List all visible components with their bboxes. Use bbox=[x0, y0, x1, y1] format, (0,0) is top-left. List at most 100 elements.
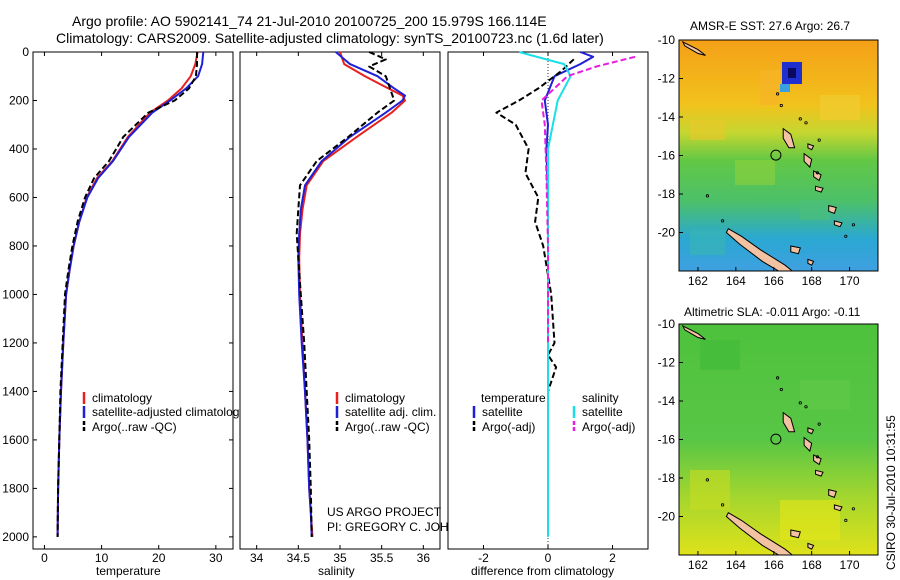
land-polygon bbox=[790, 245, 801, 255]
map-y-tick-label: -10 bbox=[658, 33, 676, 47]
islet bbox=[851, 223, 856, 227]
sst-patch bbox=[820, 95, 860, 120]
islet bbox=[804, 405, 808, 409]
islet bbox=[720, 503, 725, 507]
difference-panel: -2 0 2 difference from climatology tempera… bbox=[447, 51, 649, 578]
y-tick-label: 1400 bbox=[2, 384, 29, 398]
islet bbox=[705, 194, 710, 198]
temperature-axis-ticks: 0 10 20 30 bbox=[41, 52, 223, 565]
sst-patch bbox=[760, 70, 780, 105]
sla-patch bbox=[780, 500, 840, 540]
x-tick-label: 0 bbox=[545, 551, 552, 565]
map-x-tick-label: 166 bbox=[764, 274, 784, 288]
map-y-tick-label: -10 bbox=[658, 317, 676, 331]
sst-map-title: AMSR-E SST: 27.6 Argo: 26.7 bbox=[690, 19, 850, 33]
difference-legend: temperature satellite Argo(-adj) salinit… bbox=[472, 391, 635, 434]
difference-xlabel: difference from climatology bbox=[471, 564, 614, 578]
islet bbox=[844, 234, 848, 238]
timestamp-label: CSIRO 30-Jul-2010 10:31:55 bbox=[884, 415, 898, 570]
land-polygon bbox=[790, 529, 801, 539]
sla-map-ticks: 162 164 166 168 170 -10 -12 -14 -16 -18 -20 bbox=[658, 317, 860, 572]
argo-position-marker bbox=[770, 433, 782, 445]
land-polygon bbox=[725, 511, 794, 555]
legend-satellite-label: satellite adj. clim. bbox=[345, 405, 436, 419]
legend-temp-satellite-label: satellite bbox=[482, 405, 523, 419]
islet bbox=[817, 422, 821, 426]
legend-sal-argo-label: Argo(-adj) bbox=[582, 420, 635, 434]
map-x-tick-label: 170 bbox=[840, 274, 860, 288]
legend-temp-argo-label: Argo(-adj) bbox=[482, 420, 535, 434]
legend-sal-satellite-label: satellite bbox=[582, 405, 623, 419]
land-polygon bbox=[803, 436, 813, 453]
sst-patch bbox=[800, 200, 830, 220]
islet bbox=[705, 478, 710, 482]
islet bbox=[798, 117, 802, 121]
islet bbox=[815, 455, 820, 459]
sla-patch bbox=[700, 340, 740, 370]
islet bbox=[817, 138, 821, 142]
map-x-tick-label: 170 bbox=[840, 558, 860, 572]
map-y-tick-label: -14 bbox=[658, 110, 676, 124]
y-tick-label: 200 bbox=[9, 93, 29, 107]
land-polygon bbox=[833, 504, 843, 512]
map-x-tick-label: 164 bbox=[726, 274, 746, 288]
salinity-xlabel: salinity bbox=[318, 564, 355, 578]
salinity-axis-ticks: 34 34.5 35 35.5 36 bbox=[250, 52, 430, 565]
sla-map-title: Altimetric SLA: -0.011 Argo: -0.11 bbox=[684, 305, 861, 319]
x-tick-label: -2 bbox=[478, 551, 489, 565]
sst-map-ticks: 162 164 166 168 170 -10 -12 -14 -16 -18 -20 bbox=[658, 33, 860, 288]
sst-patch bbox=[690, 120, 725, 140]
sst-patch bbox=[735, 160, 775, 185]
x-tick-label: 20 bbox=[152, 551, 166, 565]
x-tick-label: 36 bbox=[417, 551, 431, 565]
land-polygon bbox=[725, 228, 794, 271]
sla-map-panel: Altimetric SLA: -0.011 Argo: -0.11 162 16… bbox=[658, 305, 879, 572]
y-tick-label: 1800 bbox=[2, 481, 29, 495]
land-polygon bbox=[681, 324, 706, 340]
land-polygon bbox=[782, 127, 796, 149]
x-tick-label: 35.5 bbox=[370, 551, 394, 565]
map-y-tick-label: -20 bbox=[658, 510, 676, 524]
x-tick-label: 34 bbox=[250, 551, 264, 565]
x-tick-label: 2 bbox=[609, 551, 616, 565]
y-tick-label: 1600 bbox=[2, 433, 29, 447]
project-credit: US ARGO PROJECT bbox=[327, 505, 442, 519]
map-y-tick-label: -20 bbox=[658, 226, 676, 240]
islet bbox=[779, 387, 783, 392]
map-y-tick-label: -12 bbox=[658, 72, 676, 86]
temperature-legend: climatology satellite-adjusted climatolo… bbox=[82, 391, 245, 434]
sla-patch bbox=[690, 470, 730, 510]
legend-satellite-label: satellite-adjusted climatology bbox=[92, 405, 245, 419]
legend-climatology-label: climatology bbox=[345, 391, 405, 405]
temperature-lines bbox=[56, 51, 205, 537]
salinity-legend: climatology satellite adj. clim. Argo(..… bbox=[335, 391, 436, 434]
x-tick-label: 34.5 bbox=[287, 551, 311, 565]
sst-patch bbox=[690, 230, 725, 255]
land-polygon bbox=[828, 488, 837, 498]
land-polygon bbox=[807, 143, 815, 151]
x-tick-label: 35 bbox=[333, 551, 347, 565]
islet bbox=[815, 171, 820, 175]
legend-temperature-heading: temperature bbox=[481, 391, 546, 405]
sst-cold-anomaly-edge bbox=[780, 84, 790, 92]
map-x-tick-label: 162 bbox=[688, 274, 708, 288]
x-tick-label: 10 bbox=[95, 551, 109, 565]
figure-title-line2: Climatology: CARS2009. Satellite-adjuste… bbox=[56, 30, 604, 46]
land-polygon bbox=[828, 204, 837, 214]
land-polygon bbox=[782, 411, 796, 433]
land-polygon bbox=[833, 220, 843, 228]
y-tick-label: 1000 bbox=[2, 287, 29, 301]
map-y-tick-label: -12 bbox=[658, 356, 676, 370]
legend-argo-label: Argo(..raw -QC) bbox=[345, 420, 430, 434]
y-tick-label: 1200 bbox=[2, 336, 29, 350]
salinity-panel: 34 34.5 35 35.5 36 salinity climatology sate… bbox=[239, 51, 483, 578]
sst-cold-anomaly-core bbox=[788, 68, 796, 78]
islet bbox=[851, 507, 856, 511]
figure-title-line1: Argo profile: AO 5902141_74 21-Jul-2010 … bbox=[72, 13, 547, 29]
map-y-tick-label: -16 bbox=[658, 149, 676, 163]
land-polygon bbox=[807, 258, 815, 266]
land-polygon bbox=[815, 185, 824, 193]
series-line-argo bbox=[295, 51, 396, 537]
islet bbox=[775, 376, 780, 380]
